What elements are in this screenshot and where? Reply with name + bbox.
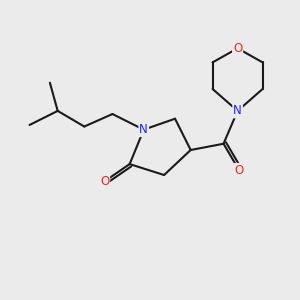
Text: O: O <box>100 175 109 188</box>
Text: N: N <box>233 104 242 117</box>
Text: N: N <box>140 123 148 136</box>
Text: O: O <box>235 164 244 177</box>
Text: O: O <box>233 42 242 55</box>
